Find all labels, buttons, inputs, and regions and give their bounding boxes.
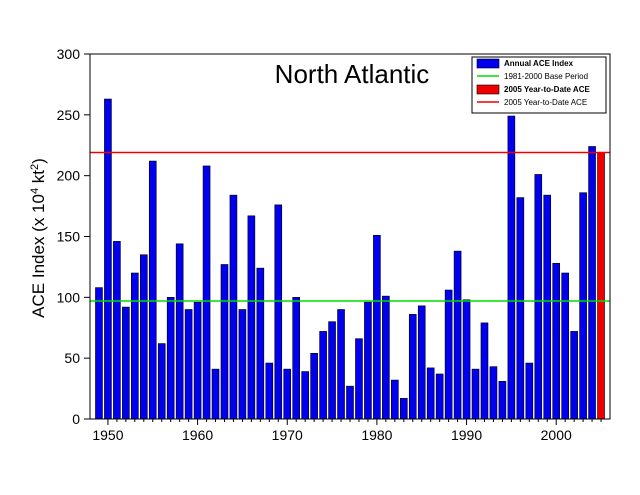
- legend-items: Annual ACE Index 1981-2000 Base Period 200…: [476, 58, 590, 107]
- bar-1956: [157, 343, 166, 420]
- bar-1960: [193, 301, 202, 420]
- bar-1964: [229, 194, 238, 420]
- y-axis-title: ACE Index (x 104 kt2): [29, 158, 48, 318]
- y-tick-label-300: 300: [57, 46, 81, 62]
- bar-2003: [579, 192, 587, 420]
- bar-1963: [220, 264, 229, 420]
- y-tick-label-150: 150: [57, 229, 81, 245]
- bar-1998: [534, 174, 543, 420]
- bar-1971: [292, 297, 300, 420]
- bar-1949: [95, 287, 103, 420]
- bar-1953: [131, 272, 139, 420]
- legend: Annual ACE Index 1981-2000 Base Period 200…: [471, 56, 607, 114]
- x-tick-label-1980: 1980: [361, 427, 392, 443]
- bar-1952: [122, 306, 130, 420]
- legend-swatch-1: [476, 58, 500, 69]
- y-tick-label-100: 100: [57, 289, 81, 305]
- bar-1966: [247, 215, 256, 420]
- bar-1981: [382, 295, 390, 420]
- bar-1994: [498, 380, 507, 420]
- bar-1968: [265, 362, 274, 420]
- bar-1969: [274, 204, 283, 420]
- bar-1997: [525, 362, 534, 420]
- bar-1993: [489, 366, 498, 420]
- bar-1950: [104, 98, 112, 420]
- bar-1976: [337, 309, 345, 420]
- bar-1957: [166, 297, 175, 420]
- bar-1989: [453, 250, 462, 420]
- bar-1996: [516, 197, 525, 420]
- bar-1973: [310, 352, 318, 420]
- bar-1975: [328, 321, 336, 420]
- chart-title: North Atlantic: [275, 59, 430, 89]
- bar-1977: [346, 385, 354, 420]
- bar-1961: [202, 165, 211, 420]
- bar-1986: [426, 367, 435, 420]
- bar-1983: [399, 398, 408, 420]
- bar-1962: [211, 368, 220, 420]
- y-tick-label-200: 200: [57, 168, 81, 184]
- legend-label-3: 2005 Year-to-Date ACE: [504, 85, 590, 94]
- bar-1959: [184, 309, 193, 420]
- bar-1984: [408, 314, 417, 420]
- x-tick-label-2000: 2000: [541, 427, 572, 443]
- bar-1980: [373, 234, 381, 420]
- bar-2002: [570, 331, 578, 420]
- bar-1999: [543, 194, 552, 420]
- bar-1958: [175, 243, 184, 420]
- y-axis: 0 50 100 150 200 250 300: [57, 46, 90, 427]
- bar-1987: [435, 373, 444, 420]
- bar-1988: [444, 289, 453, 420]
- legend-swatch-3: [476, 84, 500, 95]
- bar-1955: [148, 160, 157, 420]
- x-axis: 1950 1960 1970 1980 1990 2000: [92, 419, 602, 443]
- bar-1995: [507, 115, 516, 420]
- x-tick-label-1960: 1960: [182, 427, 213, 443]
- bar-1965: [238, 309, 247, 420]
- bar-2000: [552, 262, 561, 420]
- legend-label-4: 2005 Year-to-Date ACE: [504, 98, 587, 107]
- x-tick-label-1950: 1950: [92, 427, 123, 443]
- y-tick-label-250: 250: [57, 107, 81, 123]
- bar-1985: [417, 305, 426, 420]
- bar-1990: [462, 299, 471, 420]
- bar-1974: [319, 331, 327, 420]
- bar-1967: [256, 267, 265, 420]
- bar-1972: [301, 371, 309, 420]
- x-tick-label-1990: 1990: [451, 427, 482, 443]
- x-tick-label-1970: 1970: [272, 427, 303, 443]
- bar-2005: [597, 152, 605, 420]
- bar-1951: [113, 241, 121, 420]
- y-tick-label-0: 0: [72, 411, 80, 427]
- y-tick-label-50: 50: [64, 350, 80, 366]
- bar-1970: [283, 368, 292, 420]
- legend-label-2: 1981-2000 Base Period: [504, 72, 588, 81]
- bar-1992: [480, 322, 489, 420]
- bar-2004: [588, 146, 596, 420]
- bar-2001: [561, 272, 569, 420]
- bar-1982: [391, 379, 399, 420]
- bar-1979: [364, 301, 372, 420]
- legend-label-1: Annual ACE Index: [504, 59, 574, 68]
- reference-lines-group: [90, 151, 610, 302]
- bar-1954: [140, 254, 148, 420]
- bar-1991: [471, 368, 480, 420]
- bar-1978: [355, 338, 363, 420]
